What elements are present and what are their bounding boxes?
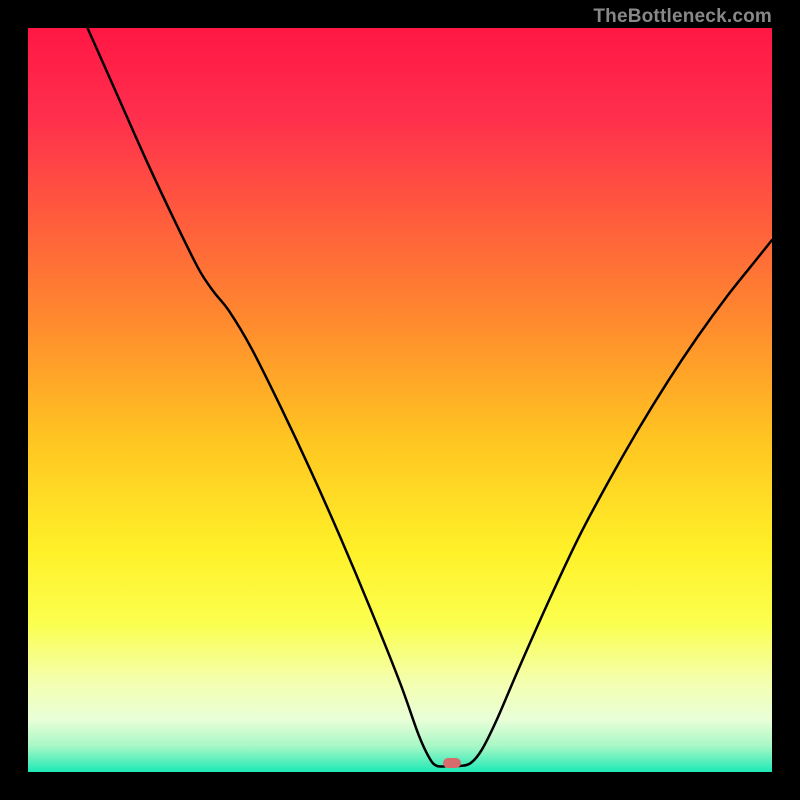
plot-area <box>28 28 772 772</box>
chart-container: TheBottleneck.com <box>0 0 800 800</box>
bottleneck-curve <box>28 28 772 772</box>
branding-label: TheBottleneck.com <box>593 6 772 28</box>
optimal-marker <box>443 758 461 768</box>
